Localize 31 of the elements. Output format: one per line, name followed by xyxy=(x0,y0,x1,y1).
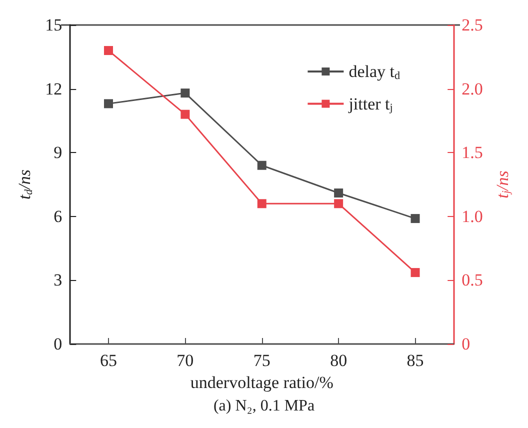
y2-tick-label: 0.5 xyxy=(462,270,483,290)
point xyxy=(104,46,113,56)
y-tick-label: 12 xyxy=(45,79,62,98)
text: (a) N₂, 0.1 MPa xyxy=(213,398,315,414)
y2-tick-label: 1.5 xyxy=(462,143,483,162)
point xyxy=(334,199,344,208)
y2-tick-label: 2.0 xyxy=(462,79,483,98)
y-tick-label: 0 xyxy=(54,334,62,354)
y2-tick-label: 1.0 xyxy=(462,206,483,226)
y-tick-label: 9 xyxy=(54,143,62,162)
y-tick-label: 15 xyxy=(45,16,62,34)
x-axis-title: undervoltage ratio/% xyxy=(190,372,334,392)
x-tick-label: 75 xyxy=(253,351,270,370)
point xyxy=(334,188,344,198)
point xyxy=(257,160,266,170)
point xyxy=(180,110,190,119)
point xyxy=(410,268,420,278)
x-tick-label: 70 xyxy=(176,351,194,370)
point xyxy=(180,88,190,98)
x-tick-label: 80 xyxy=(330,351,348,370)
y-tick-label: 6 xyxy=(54,206,62,226)
point xyxy=(410,214,420,224)
point xyxy=(257,199,266,208)
y2-axis-title: tj/ns xyxy=(492,170,512,198)
y-axis-title: td/ns xyxy=(15,169,35,200)
x-tick-label: 65 xyxy=(100,351,117,370)
x-tick-label: 85 xyxy=(406,351,424,370)
y2-tick-label: 0 xyxy=(462,334,470,354)
y-tick-label: 3 xyxy=(54,270,62,290)
y2-tick-label: 2.5 xyxy=(462,16,483,34)
point xyxy=(104,99,113,108)
